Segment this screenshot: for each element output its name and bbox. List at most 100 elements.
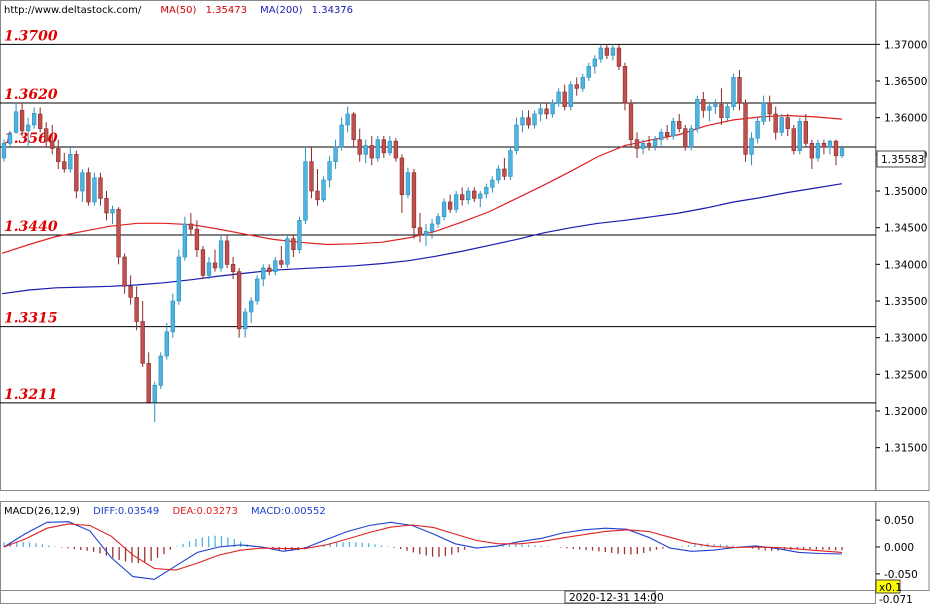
candle <box>164 323 169 360</box>
candle <box>441 198 447 221</box>
candle-body <box>13 111 19 133</box>
candle <box>821 139 827 155</box>
candle-body <box>50 140 55 149</box>
candle-body <box>291 238 296 250</box>
candle <box>249 297 254 323</box>
candle <box>200 246 206 279</box>
candle <box>658 128 664 146</box>
price-tick-label: 1.31500 <box>884 443 927 455</box>
candle <box>363 139 368 164</box>
candle-body <box>695 99 700 129</box>
price-tick-label: 1.34000 <box>884 259 927 271</box>
candle <box>447 194 453 213</box>
macd-legend: MACD(26,12,9) DIFF:0.03549 DEA:0.03273 M… <box>4 506 326 517</box>
candle-body <box>86 172 91 203</box>
candle-body <box>218 240 224 269</box>
candle-body <box>182 223 188 258</box>
candle-body <box>544 108 549 115</box>
candle-body <box>490 179 495 188</box>
candle <box>218 235 224 272</box>
candle-body <box>520 117 525 126</box>
candle-body <box>242 311 248 330</box>
candle <box>695 95 700 133</box>
candle-body <box>496 168 501 181</box>
candle-body <box>369 145 374 159</box>
candle <box>393 138 399 162</box>
candle <box>562 84 567 111</box>
candle-body <box>261 267 266 280</box>
macd-axis-frame <box>875 501 930 591</box>
candle <box>580 73 585 92</box>
macd-axis-ticks: 0.050 0.000 -0.050 <box>876 515 918 581</box>
candle-body <box>827 140 833 148</box>
candle <box>755 117 760 144</box>
candle <box>158 352 163 389</box>
candle-body <box>484 187 489 195</box>
candle-body <box>158 355 163 386</box>
candle <box>176 249 182 305</box>
macd-name: MACD(26,12,9) <box>4 506 80 517</box>
candle <box>261 264 266 287</box>
candle-body <box>514 124 519 151</box>
candle <box>435 213 441 228</box>
candle-body <box>321 179 326 201</box>
candle <box>604 44 610 59</box>
source-url: http://www.deltastock.com/ <box>4 5 142 16</box>
candle-body <box>478 193 483 199</box>
candle <box>472 187 477 202</box>
ma50-value: 1.35473 <box>206 5 247 16</box>
candle <box>785 114 790 136</box>
candle <box>351 111 356 147</box>
candle-body <box>707 106 712 111</box>
candle-body <box>628 102 634 140</box>
candle <box>460 187 465 206</box>
candle-body <box>164 331 169 357</box>
candle <box>574 77 579 96</box>
candle <box>466 187 471 205</box>
candle-body <box>466 190 471 201</box>
candle <box>586 62 591 81</box>
candle <box>128 275 133 305</box>
candle <box>664 125 670 140</box>
candle <box>550 99 555 118</box>
time-label: 2020-12-31 14:00 <box>569 592 664 604</box>
candle <box>725 103 730 122</box>
time-axis-strip <box>0 590 876 604</box>
candle <box>285 235 290 268</box>
candle <box>544 103 549 120</box>
candle-body <box>345 113 350 126</box>
level-label: 1.3700 <box>4 28 58 44</box>
ma200-value: 1.34376 <box>312 5 353 16</box>
candle <box>146 352 151 404</box>
candle-body <box>194 228 200 250</box>
candle <box>357 128 362 162</box>
candle-body <box>562 91 567 107</box>
candle <box>767 95 772 122</box>
candle <box>273 257 278 276</box>
candle <box>610 44 616 61</box>
ma200-label: MA(200) <box>260 5 302 16</box>
candle-body <box>206 262 212 276</box>
macd-scale-box[interactable]: x0.1 <box>875 579 902 594</box>
candle-body <box>110 209 115 214</box>
candle-body <box>791 128 796 151</box>
candle <box>345 106 350 133</box>
candle-body <box>797 121 802 151</box>
candle-body <box>285 238 290 265</box>
price-tick-label: 1.34500 <box>884 223 927 235</box>
candle <box>56 139 61 169</box>
candle-body <box>122 256 127 287</box>
candle <box>496 165 501 184</box>
candle <box>291 235 296 257</box>
level-label: 1.3315 <box>4 311 58 327</box>
candle-body <box>116 209 121 258</box>
candle-body <box>435 216 441 225</box>
candle <box>719 88 724 125</box>
candle <box>797 117 802 155</box>
candle <box>707 103 712 122</box>
candle-body <box>634 139 640 149</box>
candle-body <box>453 194 459 210</box>
candle-body <box>62 161 67 170</box>
candle <box>116 207 121 265</box>
